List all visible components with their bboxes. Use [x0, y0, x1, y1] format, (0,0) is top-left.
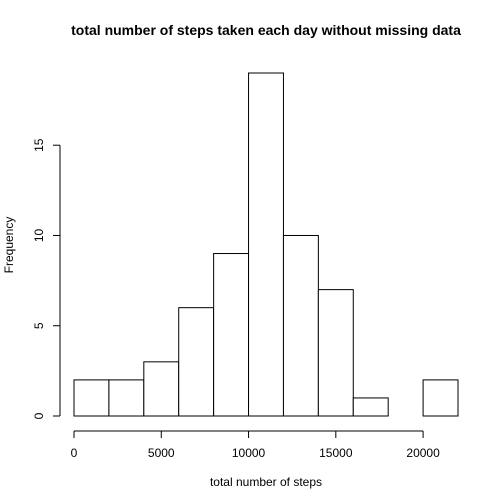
y-tick-label: 0: [32, 412, 46, 419]
histogram-bar: [249, 73, 284, 416]
bars-group: [74, 73, 458, 416]
y-axis: 0 5 10 15: [32, 138, 60, 419]
histogram-bar: [74, 380, 109, 416]
x-tick-label: 5000: [148, 446, 175, 460]
x-axis: 0 5000 10000 15000 20000: [71, 431, 440, 460]
x-axis-label: total number of steps: [210, 475, 322, 489]
x-tick-label: 10000: [232, 446, 266, 460]
x-tick-label: 15000: [319, 446, 353, 460]
x-tick-label: 0: [71, 446, 78, 460]
histogram-bar: [179, 308, 214, 416]
histogram-bar: [318, 290, 353, 416]
histogram-bar: [214, 254, 249, 416]
histogram-bar: [109, 380, 144, 416]
chart-title: total number of steps taken each day wit…: [71, 22, 461, 38]
y-tick-label: 15: [32, 138, 46, 152]
histogram-bar: [283, 235, 318, 416]
histogram-bar: [423, 380, 458, 416]
y-tick-label: 10: [32, 228, 46, 242]
histogram-bar: [353, 398, 388, 416]
histogram-bar: [144, 362, 179, 416]
x-tick-label: 20000: [406, 446, 440, 460]
y-axis-label: Frequency: [2, 217, 16, 274]
y-tick-label: 5: [32, 322, 46, 329]
